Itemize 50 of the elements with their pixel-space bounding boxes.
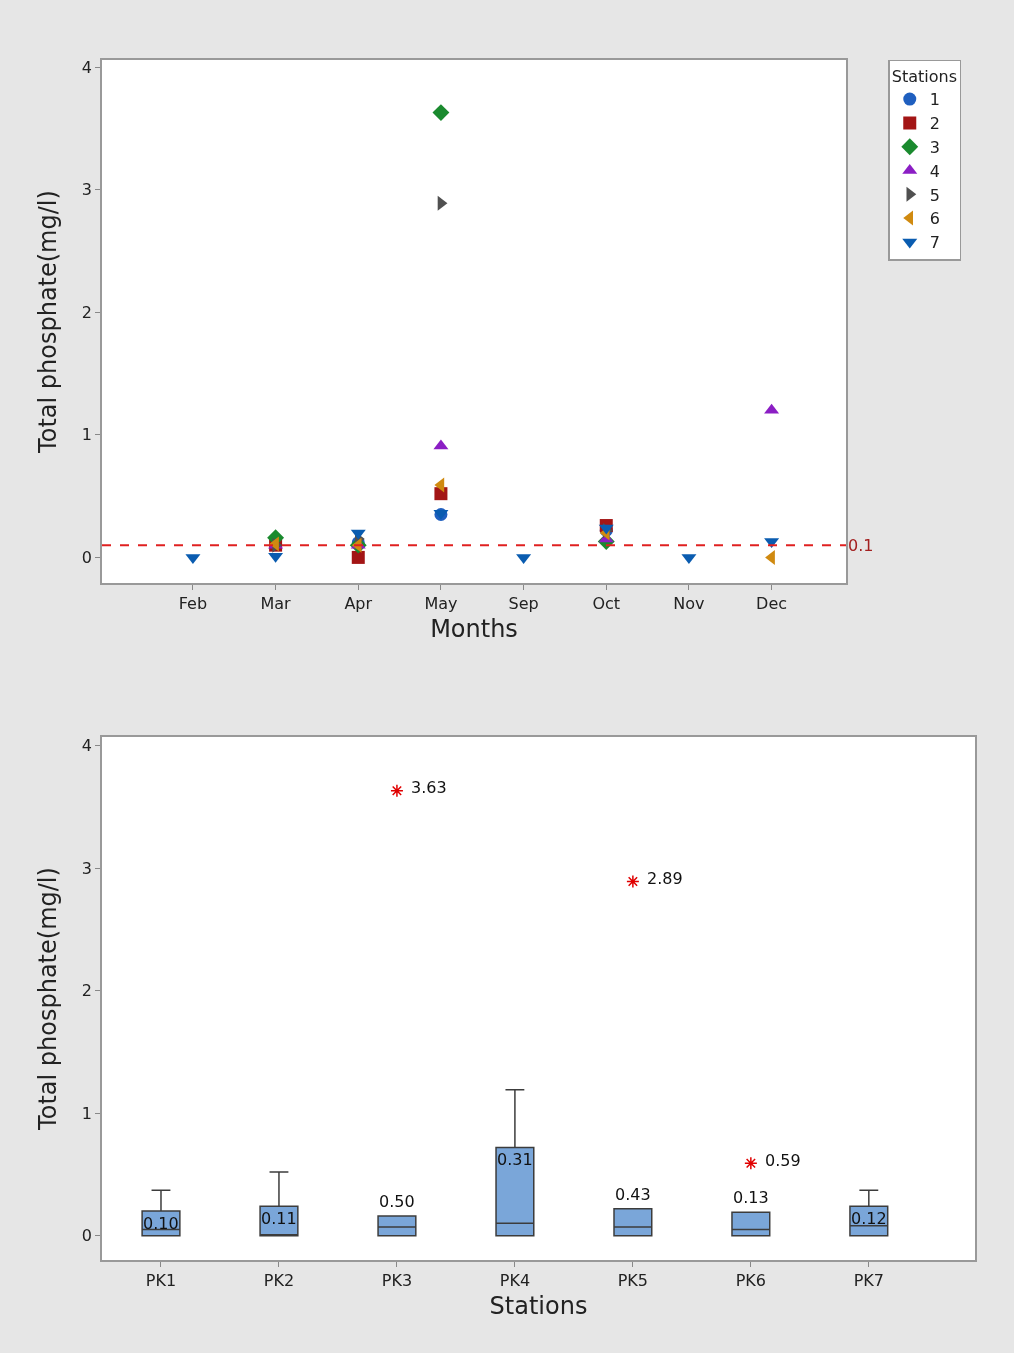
legend-title: Stations (891, 67, 957, 87)
y-tick-label: 2 (81, 981, 93, 1001)
y-tick-label: 2 (81, 302, 93, 322)
data-label: 2.89 (647, 869, 683, 888)
x-tick-label: PK4 (499, 1271, 531, 1291)
ref-line-label: 0.1 (848, 536, 874, 555)
x-tick-label: PK3 (381, 1271, 413, 1291)
point (432, 104, 450, 122)
legend-label: 4 (929, 161, 940, 181)
x-tick-label: May (424, 594, 458, 614)
x-tick-label: Feb (178, 594, 208, 614)
x-tick-label: Sep (508, 594, 539, 614)
y-axis-title: Total phosphate(mg/l) (34, 190, 63, 454)
y-tick-label: 3 (81, 858, 93, 878)
x-tick-label: PK6 (735, 1271, 767, 1291)
x-tick-label: PK2 (263, 1271, 295, 1291)
legend-label: 5 (929, 185, 940, 205)
x-axis-title: Stations (489, 1291, 588, 1320)
y-tick-label: 0 (81, 1226, 93, 1246)
text: 0.31 (497, 1150, 533, 1169)
x-tick-label: Oct (592, 594, 621, 614)
y-tick-label: 4 (81, 57, 93, 77)
text: 0.43 (615, 1185, 651, 1204)
text: 0.10 (143, 1214, 179, 1233)
y-tick-label: 1 (81, 425, 93, 445)
y-tick-label: 0 (81, 548, 93, 567)
x-tick-label: PK5 (617, 1271, 649, 1291)
y-tick-label: 3 (81, 180, 93, 200)
x-axis-title: Months (430, 614, 518, 643)
x-tick-label: Dec (756, 594, 788, 614)
x-tick-label: Nov (673, 594, 705, 614)
y-axis-title: Total phosphate(mg/l) (34, 867, 63, 1131)
text: 0.13 (733, 1188, 769, 1207)
legend-label: 2 (929, 114, 940, 134)
point (351, 550, 365, 564)
legend-label: 6 (929, 209, 940, 229)
text: 0.11 (261, 1209, 297, 1228)
x-tick-label: PK1 (145, 1271, 177, 1291)
text: 0.12 (851, 1209, 887, 1228)
x-tick-label: Mar (260, 594, 292, 614)
legend-label: 7 (929, 233, 940, 253)
text: 0.50 (379, 1192, 415, 1211)
y-tick-label: 1 (81, 1103, 93, 1123)
y-tick-label: 4 (81, 736, 93, 756)
x-tick-label: PK7 (853, 1271, 884, 1291)
legend-label: 3 (929, 137, 940, 157)
legend-label: 1 (929, 90, 940, 110)
data-label: 3.63 (411, 778, 447, 797)
data-label: 0.59 (765, 1151, 801, 1170)
x-tick-label: Apr (344, 594, 373, 614)
